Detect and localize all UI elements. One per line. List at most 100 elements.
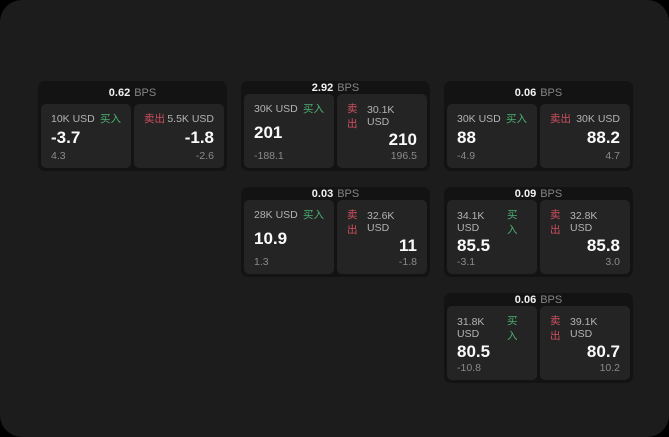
bps-unit: BPS	[540, 187, 563, 200]
bps-header: 0.62 BPS	[38, 81, 227, 104]
buy-top-row: 31.8K USD 买入	[457, 313, 527, 343]
bps-value: 0.03	[311, 187, 334, 200]
buy-delta: -10.8	[457, 362, 481, 374]
bps-header: 0.06 BPS	[444, 81, 633, 104]
buy-button[interactable]: 买入	[100, 113, 121, 125]
quote-card: 0.03 BPS 28K USD 买入 10.9 1.3 卖出 32.6K US…	[241, 187, 430, 277]
bps-value: 0.06	[514, 86, 537, 99]
bps-unit: BPS	[540, 293, 563, 306]
buy-price: 88	[457, 127, 476, 147]
buy-price: 201	[254, 122, 283, 142]
buy-quote-panel[interactable]: 28K USD 买入 10.9 1.3	[244, 200, 334, 274]
buy-button[interactable]: 买入	[507, 209, 518, 237]
buy-price: 80.5	[457, 342, 491, 362]
buy-price: 10.9	[254, 228, 288, 248]
sell-quote-panel[interactable]: 卖出 39.1K USD 80.7 10.2	[540, 306, 630, 380]
buy-amount: 10K USD	[51, 112, 95, 125]
quote-card: 0.09 BPS 34.1K USD 买入 85.5 -3.1 卖出 32.8K…	[444, 187, 633, 277]
sell-top-row: 卖出 30K USD	[550, 111, 620, 126]
buy-button[interactable]: 买入	[303, 209, 324, 222]
buy-quote-panel[interactable]: 30K USD 买入 88 -4.9	[447, 104, 537, 168]
sell-delta: 196.5	[390, 150, 417, 162]
sell-delta: -2.6	[195, 150, 214, 162]
quote-card: 0.06 BPS 31.8K USD 买入 80.5 -10.8 卖出 39.1…	[444, 293, 633, 383]
bps-value: 0.09	[514, 187, 537, 200]
bps-header: 0.03 BPS	[241, 187, 430, 200]
buy-top-row: 10K USD 买入	[51, 111, 121, 126]
buy-top-row: 30K USD 买入	[457, 111, 527, 126]
card-body: 10K USD 买入 -3.7 4.3 卖出 5.5K USD -1.8 -2.…	[38, 104, 227, 171]
sell-amount: 32.8K USD	[569, 210, 598, 235]
buy-top-row: 30K USD 买入	[254, 101, 324, 116]
bps-value: 2.92	[311, 81, 334, 94]
sell-delta: 3.0	[605, 256, 620, 268]
bps-unit: BPS	[337, 187, 360, 200]
bps-header: 0.09 BPS	[444, 187, 633, 200]
buy-delta: 4.3	[51, 150, 66, 162]
sell-top-row: 卖出 32.8K USD	[550, 207, 620, 237]
bps-unit: BPS	[134, 86, 157, 99]
sell-price: 85.8	[586, 236, 620, 256]
sell-amount: 32.6K USD	[366, 210, 395, 235]
sell-price: 11	[399, 236, 417, 256]
buy-delta: -3.1	[457, 256, 476, 268]
sell-top-row: 卖出 39.1K USD	[550, 313, 620, 343]
card-body: 30K USD 买入 201 -188.1 卖出 30.1K USD 210 1…	[241, 94, 430, 171]
buy-button[interactable]: 买入	[303, 103, 324, 116]
buy-quote-panel[interactable]: 34.1K USD 买入 85.5 -3.1	[447, 200, 537, 274]
buy-quote-panel[interactable]: 30K USD 买入 201 -188.1	[244, 94, 334, 168]
sell-button[interactable]: 卖出	[550, 113, 571, 125]
buy-top-row: 34.1K USD 买入	[457, 207, 527, 237]
bps-value: 0.06	[514, 293, 537, 306]
card-body: 28K USD 买入 10.9 1.3 卖出 32.6K USD 11 -1.8	[241, 200, 430, 277]
quote-card-grid: 0.62 BPS 10K USD 买入 -3.7 4.3 卖出 5.5K USD	[38, 81, 633, 383]
sell-amount: 5.5K USD	[167, 112, 214, 125]
buy-button[interactable]: 买入	[507, 315, 518, 343]
bps-header: 2.92 BPS	[241, 81, 430, 94]
sell-price: 210	[388, 130, 417, 150]
buy-amount: 28K USD	[254, 208, 298, 221]
sell-quote-panel[interactable]: 卖出 32.6K USD 11 -1.8	[337, 200, 427, 274]
sell-delta: 10.2	[599, 362, 620, 374]
sell-quote-panel[interactable]: 卖出 30.1K USD 210 196.5	[337, 94, 427, 168]
sell-price: 88.2	[586, 127, 620, 147]
sell-quote-panel[interactable]: 卖出 30K USD 88.2 4.7	[540, 104, 630, 168]
bps-header: 0.06 BPS	[444, 293, 633, 306]
card-body: 31.8K USD 买入 80.5 -10.8 卖出 39.1K USD 80.…	[444, 306, 633, 383]
card-body: 30K USD 买入 88 -4.9 卖出 30K USD 88.2 4.7	[444, 104, 633, 171]
sell-amount: 39.1K USD	[569, 316, 598, 341]
buy-top-row: 28K USD 买入	[254, 207, 324, 222]
sell-top-row: 卖出 5.5K USD	[144, 111, 214, 126]
bps-value: 0.62	[108, 86, 131, 99]
buy-amount: 31.8K USD	[457, 316, 485, 341]
sell-price: -1.8	[184, 127, 214, 147]
bps-unit: BPS	[337, 81, 360, 94]
sell-delta: 4.7	[605, 150, 620, 162]
buy-delta: -4.9	[457, 150, 476, 162]
sell-button[interactable]: 卖出	[550, 315, 561, 343]
buy-delta: 1.3	[254, 256, 269, 268]
sell-button[interactable]: 卖出	[347, 209, 358, 237]
buy-amount: 30K USD	[254, 102, 298, 115]
sell-delta: -1.8	[398, 256, 417, 268]
sell-amount: 30.1K USD	[366, 104, 395, 129]
sell-button[interactable]: 卖出	[550, 209, 561, 237]
sell-quote-panel[interactable]: 卖出 32.8K USD 85.8 3.0	[540, 200, 630, 274]
sell-price: 80.7	[586, 342, 620, 362]
sell-button[interactable]: 卖出	[144, 113, 165, 125]
bps-unit: BPS	[540, 86, 563, 99]
quote-card: 0.06 BPS 30K USD 买入 88 -4.9 卖出 30K USD	[444, 81, 633, 171]
buy-quote-panel[interactable]: 31.8K USD 买入 80.5 -10.8	[447, 306, 537, 380]
buy-quote-panel[interactable]: 10K USD 买入 -3.7 4.3	[41, 104, 131, 168]
buy-button[interactable]: 买入	[506, 113, 527, 125]
buy-price: -3.7	[51, 127, 81, 147]
sell-button[interactable]: 卖出	[347, 103, 358, 131]
quote-card: 2.92 BPS 30K USD 买入 201 -188.1 卖出 30.1K …	[241, 81, 430, 171]
quote-card: 0.62 BPS 10K USD 买入 -3.7 4.3 卖出 5.5K USD	[38, 81, 227, 171]
buy-amount: 34.1K USD	[457, 210, 485, 235]
buy-amount: 30K USD	[457, 112, 501, 125]
sell-top-row: 卖出 30.1K USD	[347, 101, 417, 131]
sell-amount: 30K USD	[576, 112, 620, 125]
sell-quote-panel[interactable]: 卖出 5.5K USD -1.8 -2.6	[134, 104, 224, 168]
